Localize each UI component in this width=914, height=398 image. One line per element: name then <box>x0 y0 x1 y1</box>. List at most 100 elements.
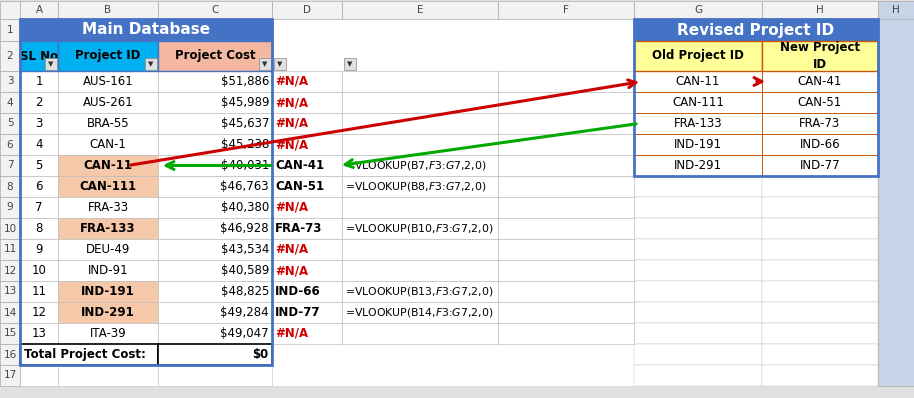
Bar <box>158 302 272 323</box>
Text: ITA-39: ITA-39 <box>90 327 126 340</box>
Bar <box>634 197 762 218</box>
Text: CAN-11: CAN-11 <box>83 159 133 172</box>
Text: DEU-49: DEU-49 <box>86 243 130 256</box>
Bar <box>498 281 634 302</box>
Bar <box>272 134 342 155</box>
Bar <box>342 176 498 197</box>
Text: ▼: ▼ <box>148 61 154 67</box>
Text: $51,886: $51,886 <box>220 75 269 88</box>
Bar <box>634 113 762 134</box>
Bar <box>0 71 20 92</box>
Text: Old Project ID: Old Project ID <box>652 49 744 62</box>
Text: 3: 3 <box>36 117 43 130</box>
Text: 5: 5 <box>36 159 43 172</box>
Bar <box>762 281 878 302</box>
Bar <box>762 1 878 19</box>
Bar <box>158 41 272 71</box>
Bar <box>20 239 58 260</box>
Bar <box>272 281 342 302</box>
Bar <box>0 1 20 19</box>
Text: #N/A: #N/A <box>275 243 308 256</box>
Bar <box>498 155 634 176</box>
Bar <box>20 41 58 71</box>
Text: 3: 3 <box>6 76 14 86</box>
Bar <box>20 365 58 386</box>
Bar <box>158 323 272 344</box>
Bar <box>0 323 20 344</box>
Bar <box>45 58 57 70</box>
Bar <box>762 365 878 386</box>
Text: H: H <box>892 5 900 15</box>
Text: #N/A: #N/A <box>275 138 308 151</box>
Bar <box>20 344 158 365</box>
Text: 6: 6 <box>6 140 14 150</box>
Text: $46,928: $46,928 <box>220 222 269 235</box>
Text: Project ID: Project ID <box>75 49 141 62</box>
Bar <box>158 197 272 218</box>
Bar <box>58 1 158 19</box>
Text: 4: 4 <box>36 138 43 151</box>
Text: 16: 16 <box>4 349 16 359</box>
Text: IND-291: IND-291 <box>674 159 722 172</box>
Text: 2: 2 <box>6 51 14 61</box>
Bar <box>498 134 634 155</box>
Bar <box>158 155 272 176</box>
Text: ▼: ▼ <box>277 61 282 67</box>
Bar <box>498 218 634 239</box>
Bar <box>634 155 762 176</box>
Bar <box>498 176 634 197</box>
Bar <box>342 92 498 113</box>
Bar <box>0 281 20 302</box>
Text: =VLOOKUP(B13,$F$3:$G$7,2,0): =VLOOKUP(B13,$F$3:$G$7,2,0) <box>345 285 494 298</box>
Bar <box>58 41 158 71</box>
Text: =VLOOKUP(B14,$F$3:$G$7,2,0): =VLOOKUP(B14,$F$3:$G$7,2,0) <box>345 306 494 319</box>
Bar <box>20 113 58 134</box>
Bar <box>0 155 20 176</box>
Text: 1: 1 <box>6 25 14 35</box>
Text: #N/A: #N/A <box>275 264 308 277</box>
Bar <box>158 176 272 197</box>
Bar <box>272 176 342 197</box>
Bar <box>20 281 58 302</box>
Bar <box>272 155 342 176</box>
Text: 10: 10 <box>32 264 47 277</box>
Text: $40,589: $40,589 <box>220 264 269 277</box>
Text: ▼: ▼ <box>347 61 353 67</box>
Text: $48,825: $48,825 <box>220 285 269 298</box>
Bar <box>0 92 20 113</box>
Bar <box>634 218 762 239</box>
Text: FRA-33: FRA-33 <box>88 201 129 214</box>
Text: CAN-1: CAN-1 <box>90 138 126 151</box>
Text: ▼: ▼ <box>48 61 54 67</box>
Bar <box>342 71 498 92</box>
Bar <box>634 365 762 386</box>
Bar <box>342 260 498 281</box>
Text: 10: 10 <box>4 224 16 234</box>
Text: IND-291: IND-291 <box>81 306 135 319</box>
Bar <box>762 134 878 155</box>
Text: IND-91: IND-91 <box>88 264 128 277</box>
Bar <box>498 302 634 323</box>
Text: D: D <box>303 5 311 15</box>
Bar <box>158 344 272 365</box>
Bar <box>762 239 878 260</box>
Text: F: F <box>563 5 569 15</box>
Bar <box>0 239 20 260</box>
Bar <box>634 344 762 365</box>
Bar <box>342 281 498 302</box>
Bar <box>762 71 878 92</box>
Bar <box>498 260 634 281</box>
Text: AUS-161: AUS-161 <box>82 75 133 88</box>
Text: Main Database: Main Database <box>82 23 210 37</box>
Bar <box>58 239 158 260</box>
Text: 13: 13 <box>4 287 16 297</box>
Text: $43,534: $43,534 <box>220 243 269 256</box>
Text: CAN-41: CAN-41 <box>275 159 324 172</box>
Bar <box>634 281 762 302</box>
Bar <box>272 218 342 239</box>
Text: FRA-73: FRA-73 <box>800 117 841 130</box>
Bar <box>158 218 272 239</box>
Bar <box>342 239 498 260</box>
Bar <box>20 260 58 281</box>
Text: CAN-41: CAN-41 <box>798 75 842 88</box>
